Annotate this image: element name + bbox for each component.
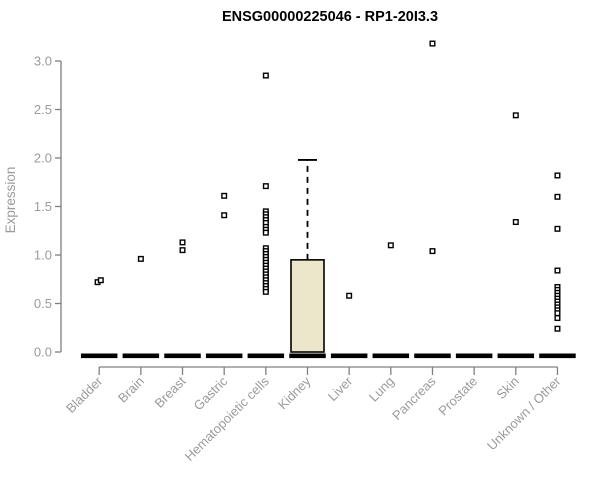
median-line — [122, 353, 160, 359]
data-point — [554, 310, 561, 317]
data-point — [512, 112, 519, 119]
median-line — [205, 353, 243, 359]
x-tick-label: Liver — [325, 373, 356, 404]
data-point — [221, 212, 228, 219]
y-tick-label: 0.5 — [34, 296, 52, 311]
y-tick-label: 0.0 — [34, 345, 52, 360]
median-line — [247, 353, 285, 359]
y-axis-title: Expression — [3, 167, 18, 234]
data-point — [554, 225, 561, 232]
data-point — [387, 242, 394, 249]
data-point — [262, 229, 269, 236]
data-point — [554, 325, 561, 332]
data-point — [429, 248, 436, 255]
data-point — [512, 219, 519, 226]
x-tick-label: Breast — [151, 373, 188, 410]
median-line — [289, 353, 326, 359]
x-tick-label: Lung — [366, 374, 397, 405]
data-point — [179, 239, 186, 246]
x-tick-label: Bladder — [63, 373, 106, 416]
median-line — [414, 353, 451, 359]
chart-layer: 0.0 0.5 1.0 1.5 2.0 2.5 3.0 Bladder Brain Breast G… — [34, 40, 576, 464]
chart-title: ENSG00000225046 - RP1-20I3.3 — [222, 9, 438, 25]
data-point — [137, 255, 144, 262]
median-line — [539, 353, 576, 359]
data-point — [429, 40, 436, 47]
y-tick-label: 2.0 — [34, 151, 52, 166]
data-point — [262, 183, 269, 190]
median-line — [455, 353, 493, 359]
data-point — [97, 277, 104, 284]
x-tick-label: Skin — [493, 374, 521, 402]
data-point — [554, 315, 561, 322]
box-kidney — [290, 259, 325, 353]
data-point — [346, 292, 353, 299]
x-tick-label: Unknown / Other — [484, 373, 564, 453]
x-tick-label: Pancreas — [389, 373, 439, 423]
y-tick-label: 1.5 — [34, 199, 52, 214]
x-tick-label: Gastric — [191, 373, 231, 413]
data-point — [221, 192, 228, 199]
data-point — [262, 288, 269, 295]
data-point — [179, 247, 186, 254]
data-point — [554, 172, 561, 179]
data-point — [554, 267, 561, 274]
median-line — [80, 353, 118, 359]
x-tick-label: Prostate — [435, 374, 480, 419]
data-point — [554, 193, 561, 200]
data-point — [262, 72, 269, 79]
median-line — [497, 353, 535, 359]
median-line — [330, 353, 368, 359]
median-line — [164, 353, 201, 359]
y-tick-label: 2.5 — [34, 102, 52, 117]
median-line — [372, 353, 410, 359]
x-tick-label: Brain — [115, 374, 147, 406]
x-tick-label: Kidney — [275, 373, 314, 412]
y-tick-label: 3.0 — [34, 54, 52, 69]
y-tick-label: 1.0 — [34, 248, 52, 263]
